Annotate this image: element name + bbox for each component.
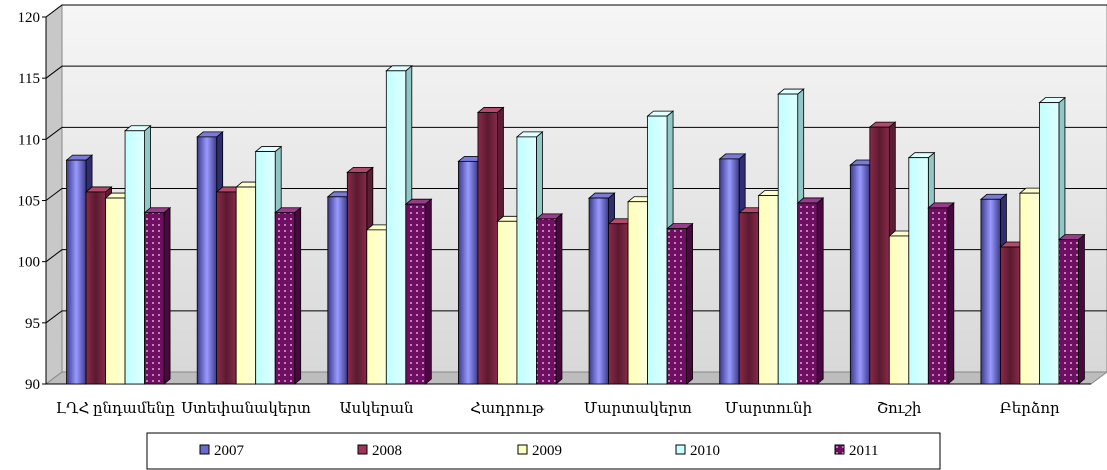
bar-2011 [927, 201, 955, 385]
x-category-label: Հադրութ [470, 401, 545, 417]
x-category-label: ԼՂՀ ընդամենը [56, 401, 176, 417]
legend-item: 2008 [357, 443, 402, 459]
bar-2011 [796, 197, 825, 385]
legend-swatch [834, 444, 845, 455]
y-tick-label: 115 [18, 71, 40, 87]
x-category-label: Ստեփանակերտ [181, 401, 311, 417]
bar-2011 [1057, 233, 1086, 385]
x-category-label: Մարտունի [725, 401, 813, 417]
legend-item: 2007 [199, 443, 245, 459]
legend-swatch [199, 444, 210, 455]
x-category-label: Ասկերան [340, 401, 415, 417]
legend-swatch [357, 444, 368, 455]
legend-label: 2010 [690, 443, 720, 459]
legend-label: 2008 [372, 443, 402, 459]
x-category-label: Մարտակերտ [584, 401, 692, 417]
y-tick-label: 95 [25, 316, 40, 332]
legend-swatch [517, 444, 528, 455]
bar-2011 [535, 212, 564, 385]
x-category-label: Շուշի [877, 401, 922, 417]
legend-label: 2009 [532, 443, 562, 459]
bar-2011 [404, 198, 433, 385]
legend-swatch [675, 444, 686, 455]
gridline [45, 126, 1107, 140]
legend-item: 2010 [675, 443, 720, 459]
bar-2011 [665, 222, 694, 385]
legend-box [146, 432, 941, 470]
y-tick-label: 105 [18, 194, 41, 210]
y-tick-label: 120 [18, 10, 41, 26]
legend-item: 2009 [517, 443, 562, 459]
x-category-label: Բերձոր [1000, 401, 1060, 417]
y-tick-label: 110 [18, 132, 40, 148]
bar-2011 [143, 206, 172, 385]
legend-label: 2007 [214, 443, 245, 459]
gridline [45, 4, 1107, 18]
gridline [45, 188, 1107, 201]
legend-label: 2011 [849, 443, 878, 459]
gridline [45, 65, 1107, 79]
y-tick-label: 90 [25, 377, 40, 393]
bar-2011 [274, 206, 302, 385]
y-tick-label: 100 [18, 255, 41, 271]
legend-item: 2011 [834, 443, 878, 459]
